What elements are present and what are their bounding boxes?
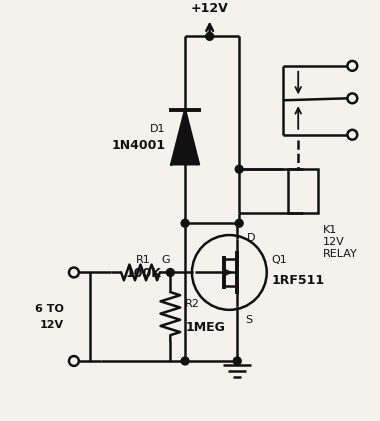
Circle shape bbox=[181, 357, 189, 365]
Text: S: S bbox=[245, 315, 252, 325]
Circle shape bbox=[235, 219, 243, 227]
Polygon shape bbox=[171, 110, 199, 164]
Text: R2: R2 bbox=[185, 299, 200, 309]
Circle shape bbox=[235, 165, 243, 173]
Text: 1MEG: 1MEG bbox=[185, 321, 225, 334]
Text: 100K: 100K bbox=[125, 266, 161, 280]
Circle shape bbox=[233, 357, 241, 365]
Text: +12V: +12V bbox=[191, 2, 228, 15]
Circle shape bbox=[181, 219, 189, 227]
Text: Q1: Q1 bbox=[272, 255, 287, 264]
Circle shape bbox=[206, 32, 214, 40]
Text: R1: R1 bbox=[136, 255, 150, 265]
Text: K1: K1 bbox=[323, 225, 337, 235]
Bar bbox=[288, 169, 318, 213]
Text: 12V: 12V bbox=[323, 237, 345, 247]
Text: 1N4001: 1N4001 bbox=[111, 139, 165, 152]
Text: 6 TO: 6 TO bbox=[35, 304, 64, 314]
Text: RELAY: RELAY bbox=[323, 249, 358, 259]
Text: D: D bbox=[247, 233, 256, 243]
Text: 1RF511: 1RF511 bbox=[272, 274, 325, 288]
Text: D1: D1 bbox=[150, 124, 165, 134]
Text: 12V: 12V bbox=[40, 320, 64, 330]
Circle shape bbox=[166, 269, 174, 277]
Text: G: G bbox=[161, 255, 170, 264]
